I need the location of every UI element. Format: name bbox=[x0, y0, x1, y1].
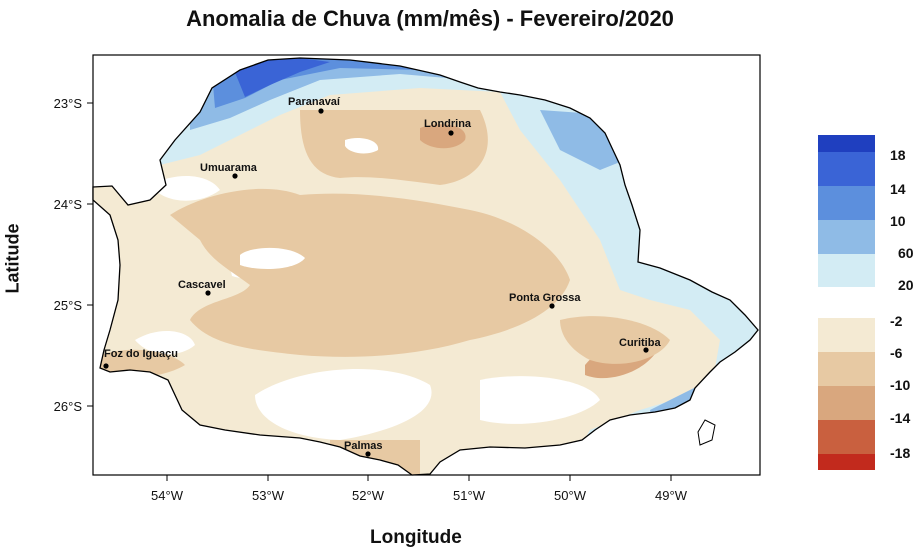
colorbar-negative: -2 -6 -10 -14 -18 bbox=[818, 313, 910, 470]
city-paranavai: Paranavaí bbox=[288, 96, 341, 114]
city-label: Londrina bbox=[424, 118, 472, 130]
city-cascavel: Cascavel bbox=[178, 279, 226, 296]
colorbar-positive: 18 14 10 60 20 bbox=[818, 135, 914, 293]
city-londrina: Londrina bbox=[424, 118, 472, 136]
x-tick-label: 49°W bbox=[655, 488, 688, 503]
colorbar-label: -6 bbox=[890, 345, 903, 361]
colorbar-swatch bbox=[818, 203, 875, 220]
x-tick-label: 50°W bbox=[554, 488, 587, 503]
x-tick-label: 54°W bbox=[151, 488, 184, 503]
coastal-island bbox=[697, 419, 716, 446]
colorbar-swatch bbox=[818, 352, 875, 369]
x-tick-label: 51°W bbox=[453, 488, 486, 503]
city-marker bbox=[643, 347, 649, 353]
x-tick-label: 53°W bbox=[252, 488, 285, 503]
y-tick-label: 25°S bbox=[54, 298, 83, 313]
colorbar-label: 10 bbox=[890, 213, 906, 229]
city-marker bbox=[318, 108, 324, 114]
y-tick-label: 23°S bbox=[54, 96, 83, 111]
colorbar-swatch bbox=[818, 369, 875, 386]
city-foz-do-iguacu: Foz do Iguaçu bbox=[103, 348, 178, 369]
colorbar-swatch bbox=[818, 237, 875, 254]
colorbar-label: -2 bbox=[890, 313, 903, 329]
colorbar: 18 14 10 60 20 -2 -6 -10 -14 -18 bbox=[818, 135, 914, 470]
city-curitiba: Curitiba bbox=[619, 337, 661, 353]
city-label: Foz do Iguaçu bbox=[104, 348, 178, 360]
colorbar-swatch bbox=[818, 335, 875, 352]
city-marker bbox=[549, 303, 555, 309]
city-palmas: Palmas bbox=[344, 440, 383, 457]
colorbar-swatch bbox=[818, 135, 875, 152]
colorbar-swatch bbox=[818, 386, 875, 403]
city-label: Curitiba bbox=[619, 337, 661, 349]
colorbar-label: 14 bbox=[890, 181, 906, 197]
colorbar-swatch bbox=[818, 169, 875, 186]
city-umuarama: Umuarama bbox=[200, 162, 258, 179]
city-label: Cascavel bbox=[178, 279, 226, 291]
colorbar-swatch bbox=[818, 403, 875, 420]
city-label: Paranavaí bbox=[288, 96, 341, 108]
colorbar-swatch bbox=[818, 271, 875, 287]
colorbar-label: -18 bbox=[890, 445, 910, 461]
city-marker bbox=[365, 451, 371, 457]
colorbar-label: -10 bbox=[890, 377, 910, 393]
city-label: Palmas bbox=[344, 440, 383, 452]
colorbar-label: -14 bbox=[890, 410, 910, 426]
colorbar-label: 60 bbox=[898, 245, 914, 261]
axis-ticks bbox=[87, 102, 672, 481]
colorbar-swatch bbox=[818, 254, 875, 271]
y-tick-label: 26°S bbox=[54, 399, 83, 414]
city-marker bbox=[103, 363, 109, 369]
colorbar-label: 18 bbox=[890, 147, 906, 163]
colorbar-swatch bbox=[818, 152, 875, 169]
y-tick-label: 24°S bbox=[54, 197, 83, 212]
colorbar-swatch bbox=[818, 454, 875, 470]
state-outline bbox=[92, 57, 759, 476]
city-marker bbox=[232, 173, 238, 179]
city-ponta-grossa: Ponta Grossa bbox=[509, 292, 581, 309]
colorbar-swatch bbox=[818, 420, 875, 437]
colorbar-swatch bbox=[818, 186, 875, 203]
city-label: Umuarama bbox=[200, 162, 258, 174]
city-marker bbox=[448, 130, 454, 136]
colorbar-swatch bbox=[818, 437, 875, 454]
map-title: Anomalia de Chuva (mm/mês) - Fevereiro/2… bbox=[186, 6, 674, 31]
city-label: Ponta Grossa bbox=[509, 292, 581, 304]
x-axis-label: Longitude bbox=[370, 527, 462, 548]
colorbar-swatch bbox=[818, 220, 875, 237]
colorbar-swatch bbox=[818, 318, 875, 335]
colorbar-label: 20 bbox=[898, 277, 914, 293]
x-tick-label: 52°W bbox=[352, 488, 385, 503]
city-marker bbox=[205, 290, 211, 296]
